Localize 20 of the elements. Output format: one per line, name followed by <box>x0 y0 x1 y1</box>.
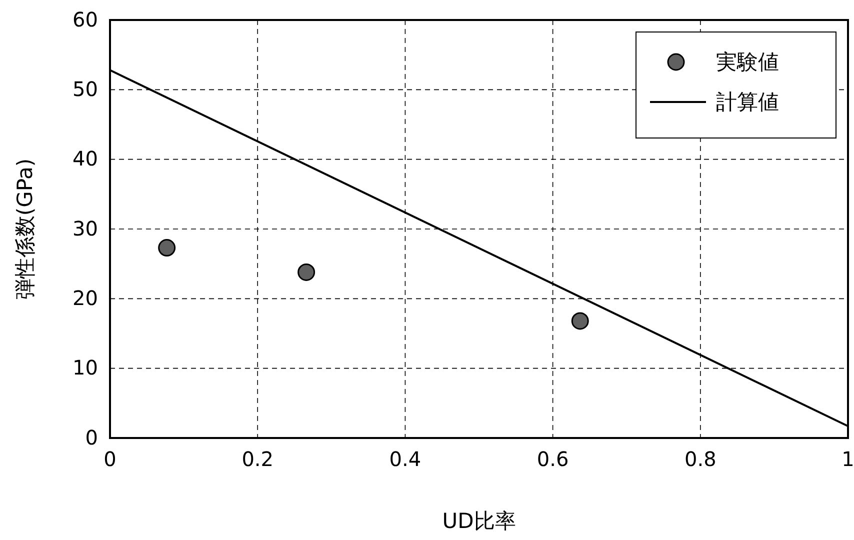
y-tick-label: 60 <box>72 7 98 32</box>
x-tick-label: 0 <box>104 447 116 472</box>
x-tick-label: 0.2 <box>242 447 274 472</box>
y-axis-title: 弾性係数(GPa) <box>13 158 37 300</box>
y-tick-label: 50 <box>72 77 98 102</box>
x-axis-title: UD比率 <box>442 509 516 533</box>
x-tick-label: 0.8 <box>684 447 716 472</box>
point <box>571 312 589 330</box>
y-tick-label: 40 <box>72 146 98 171</box>
point <box>158 239 176 257</box>
x-tick-label: 0.4 <box>389 447 422 472</box>
y-tick-label: 0 <box>85 425 98 450</box>
y-tick-label: 20 <box>72 286 98 310</box>
y-tick-label: 10 <box>72 356 98 380</box>
legend-label: 実験値 <box>716 50 779 74</box>
x-tick-label: 1 <box>842 447 854 472</box>
y-tick-label: 30 <box>72 216 98 240</box>
point <box>298 263 316 281</box>
legend-label: 計算値 <box>716 90 779 114</box>
x-tick-label: 0.6 <box>536 447 569 472</box>
